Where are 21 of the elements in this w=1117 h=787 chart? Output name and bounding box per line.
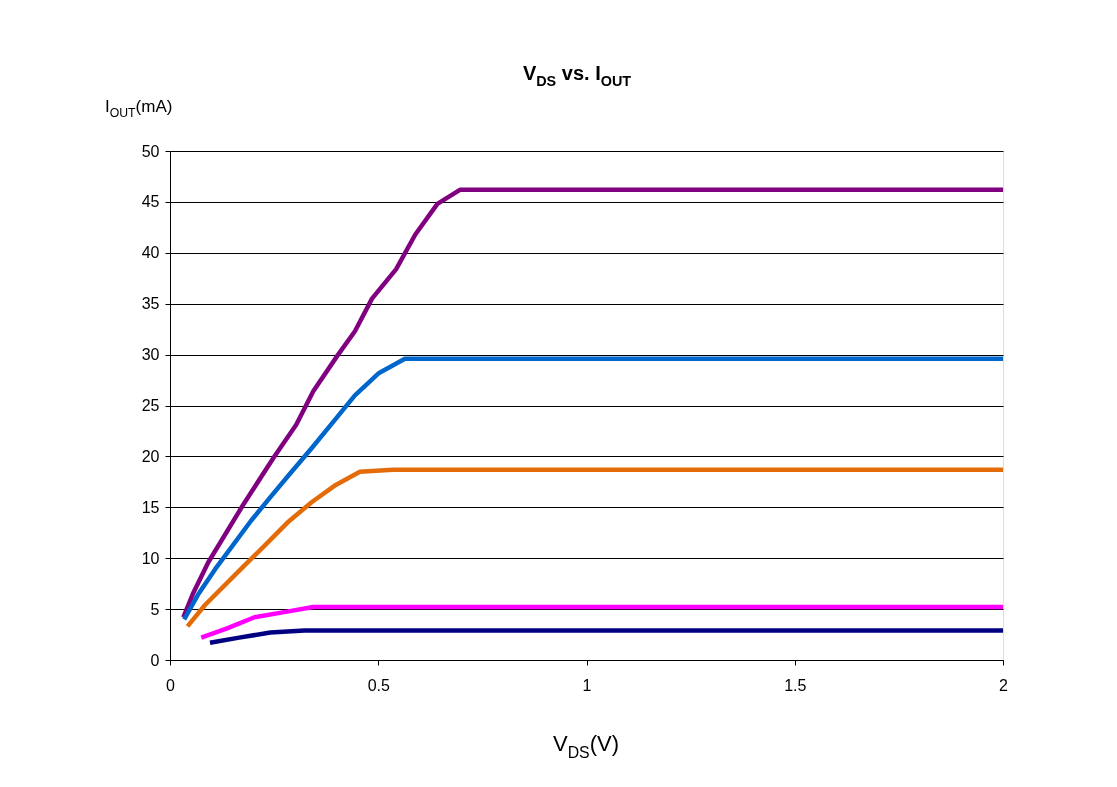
line-series	[207, 628, 1006, 645]
line-series	[198, 604, 1006, 640]
y-tick-label: 25	[141, 397, 160, 414]
x-tick-label: 1.5	[784, 676, 807, 694]
y-tick-label: 15	[141, 498, 160, 516]
y-tick-label: 45	[141, 193, 160, 211]
y-tick-label: 50	[141, 142, 160, 160]
y-tick-label: 40	[141, 244, 160, 262]
y-tick-label: 30	[141, 346, 160, 364]
y-tick-label: 5	[150, 600, 160, 618]
x-tick-label: 0.5	[367, 676, 390, 694]
y-tick-label: 35	[141, 295, 160, 313]
line-series	[185, 467, 1006, 629]
y-tick-label: 10	[141, 549, 160, 567]
line-series	[181, 187, 1006, 620]
y-tick-label: 20	[141, 447, 160, 465]
x-tick-label: 1	[582, 676, 592, 694]
x-tick-label: 0	[166, 676, 176, 694]
line-series	[181, 356, 1006, 622]
x-tick-label: 2	[999, 676, 1009, 694]
y-tick-label: 0	[150, 651, 160, 669]
